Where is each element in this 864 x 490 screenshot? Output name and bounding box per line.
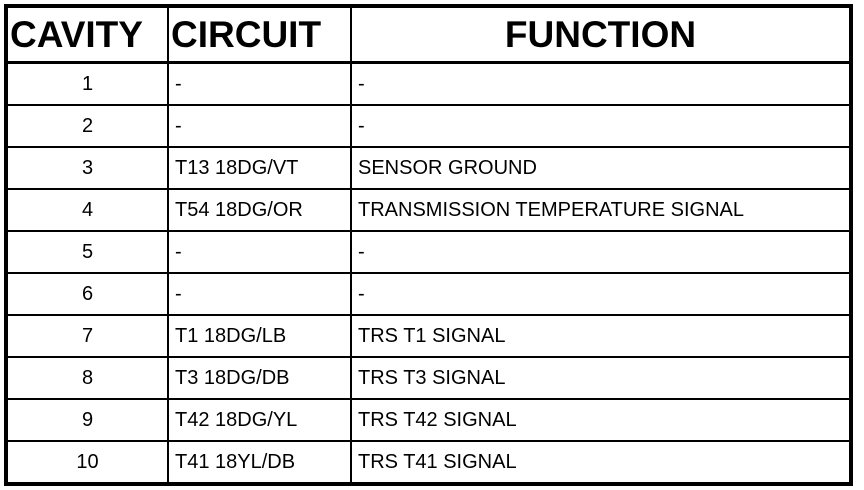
- table-row: 3 T13 18DG/VT SENSOR GROUND: [5, 146, 852, 190]
- cell-cavity: 7: [5, 314, 169, 358]
- cell-cavity: 9: [5, 398, 169, 442]
- cell-cavity: 5: [5, 230, 169, 274]
- table-row: 4 T54 18DG/OR TRANSMISSION TEMPERATURE SIG…: [5, 188, 852, 232]
- cell-cavity: 3: [5, 146, 169, 190]
- cell-circuit: T54 18DG/OR: [167, 188, 352, 232]
- table-row: 1--: [5, 61, 852, 106]
- cell-circuit: -: [167, 272, 352, 316]
- header-row: CAVITY CIRCUIT FUNCTION: [5, 5, 852, 64]
- table-row: 10 T41 18YL/DB TRS T41 SIGNAL: [5, 440, 852, 485]
- cell-circuit: T13 18DG/VT: [167, 146, 352, 190]
- cell-function: -: [350, 61, 852, 106]
- cell-function: TRS T41 SIGNAL: [350, 440, 852, 485]
- cell-circuit: -: [167, 230, 352, 274]
- table-row: 6--: [5, 272, 852, 316]
- cell-circuit: T42 18DG/YL: [167, 398, 352, 442]
- header-circuit: CIRCUIT: [167, 5, 352, 64]
- table-row: 5--: [5, 230, 852, 274]
- cell-function: -: [350, 104, 852, 148]
- cell-cavity: 4: [5, 188, 169, 232]
- cell-cavity: 2: [5, 104, 169, 148]
- cell-function: -: [350, 230, 852, 274]
- cell-circuit: -: [167, 61, 352, 106]
- cell-cavity: 8: [5, 356, 169, 400]
- cell-circuit: T3 18DG/DB: [167, 356, 352, 400]
- cell-function: TRS T3 SIGNAL: [350, 356, 852, 400]
- cell-cavity: 6: [5, 272, 169, 316]
- table-row: 8 T3 18DG/DB TRS T3 SIGNAL: [5, 356, 852, 400]
- cell-function: SENSOR GROUND: [350, 146, 852, 190]
- cell-cavity: 1: [5, 61, 169, 106]
- connector-pinout-table: CAVITY CIRCUIT FUNCTION 1- -2- -3 T13 18DG/…: [4, 4, 853, 486]
- cell-cavity: 10: [5, 440, 169, 485]
- cell-circuit: -: [167, 104, 352, 148]
- table-row: 7 T1 18DG/LB TRS T1 SIGNAL: [5, 314, 852, 358]
- header-function: FUNCTION: [350, 5, 852, 64]
- cell-function: TRANSMISSION TEMPERATURE SIGNAL: [350, 188, 852, 232]
- cell-function: -: [350, 272, 852, 316]
- table-row: 9 T42 18DG/YL TRS T42 SIGNAL: [5, 398, 852, 442]
- cell-circuit: T1 18DG/LB: [167, 314, 352, 358]
- header-cavity: CAVITY: [5, 5, 169, 64]
- cell-circuit: T41 18YL/DB: [167, 440, 352, 485]
- cell-function: TRS T1 SIGNAL: [350, 314, 852, 358]
- table-row: 2--: [5, 104, 852, 148]
- cell-function: TRS T42 SIGNAL: [350, 398, 852, 442]
